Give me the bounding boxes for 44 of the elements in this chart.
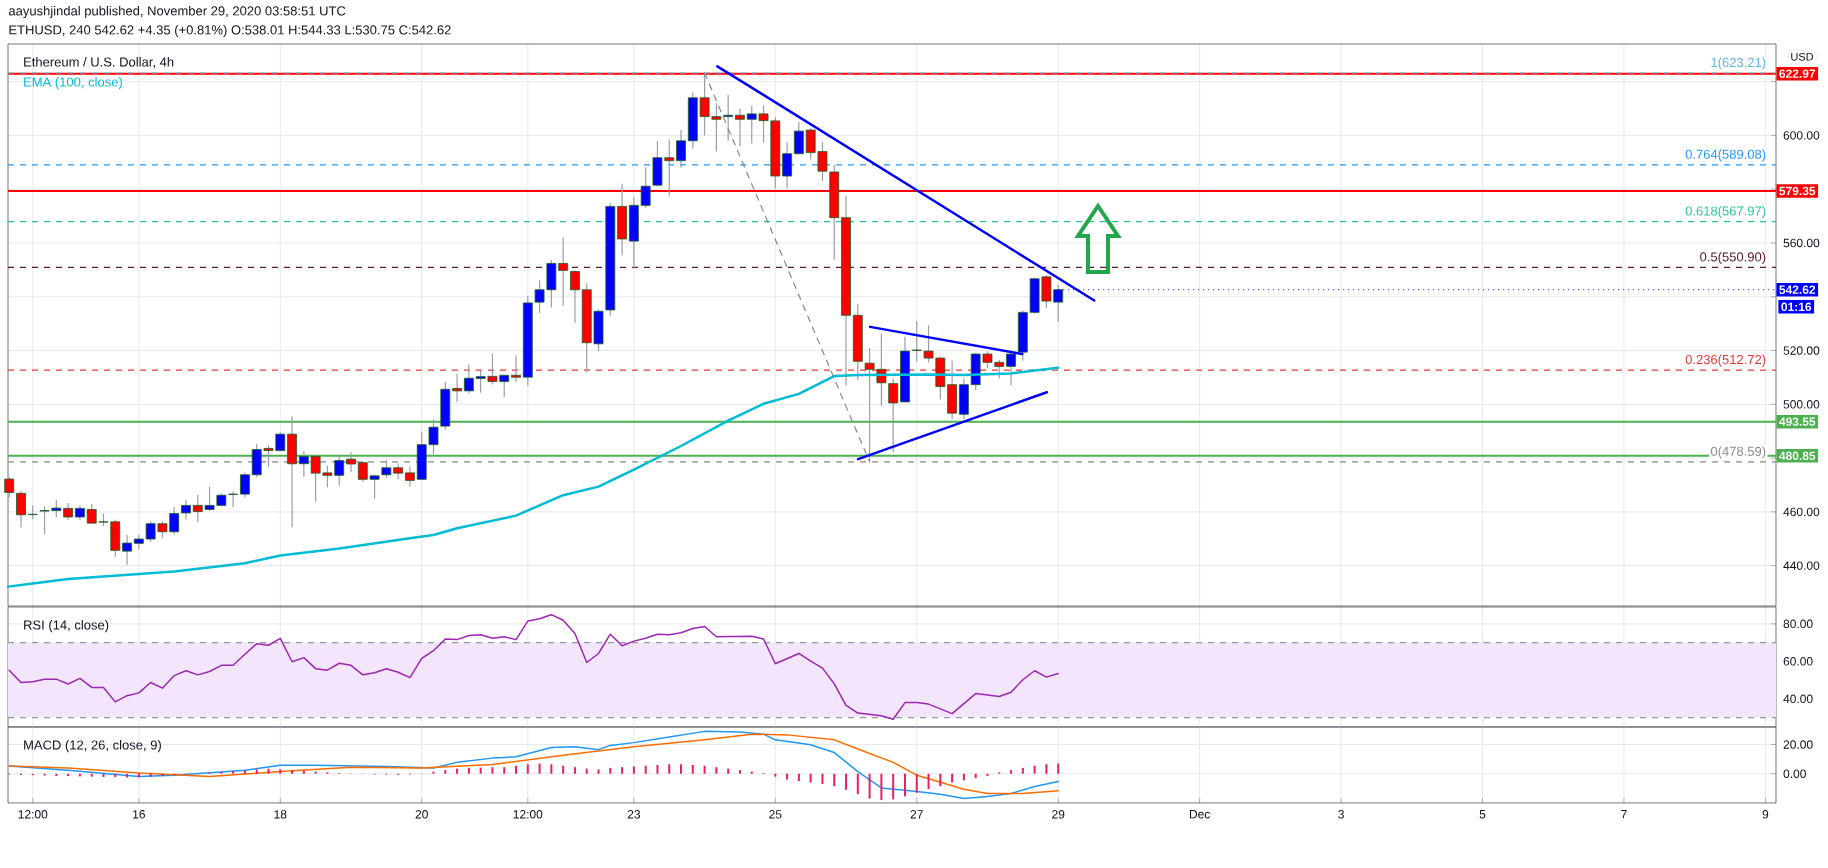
y-tick-label: 600.00 xyxy=(1783,131,1820,140)
text: USD xyxy=(1791,52,1814,61)
x-tick-label: 20 xyxy=(415,810,428,819)
text: 01:16 xyxy=(1781,302,1812,312)
x-tick-label: 25 xyxy=(769,810,782,819)
text: RSI (14, close) xyxy=(24,620,109,633)
text: MACD (12, 26, close, 9) xyxy=(24,740,161,753)
ref-line-label: 1(623.21) xyxy=(1711,57,1766,70)
ref-line-label: 0.618(567.97) xyxy=(1685,206,1766,219)
y-tick-label: 440.00 xyxy=(1783,561,1820,570)
text: ETHUSD, 240 542.62 +4.35 (+0.81%) O:538.01 H:544.33 L:530.75 C:542.62 xyxy=(9,24,451,38)
ref-line-label: 0(478.59) xyxy=(1710,446,1766,459)
y-tick-label: 0.00 xyxy=(1783,769,1806,779)
ref-line-label: 0.5(550.90) xyxy=(1700,251,1766,265)
annotation: 542.62 xyxy=(1779,285,1816,294)
x-tick-label: 23 xyxy=(627,810,641,819)
ref-line-label: 622.97 xyxy=(1779,69,1816,78)
x-tick-label: 3 xyxy=(1338,810,1344,819)
x-tick-label: 5 xyxy=(1479,810,1486,819)
y-tick-label: 20.00 xyxy=(1783,740,1813,749)
x-tick-label: 9 xyxy=(1762,810,1769,819)
y-tick-label: 500.00 xyxy=(1783,400,1820,409)
y-tick-label: 560.00 xyxy=(1783,238,1820,248)
ref-line-label: 493.55 xyxy=(1779,417,1816,426)
text: EMA (100, close) xyxy=(24,77,122,90)
x-tick-label: 18 xyxy=(274,810,287,819)
y-tick-label: 80.00 xyxy=(1783,619,1813,629)
x-tick-label: 7 xyxy=(1621,810,1627,819)
ref-line-label: 480.85 xyxy=(1779,451,1816,461)
ref-line-label: 0.236(512.72) xyxy=(1685,354,1766,367)
y-tick-label: 520.00 xyxy=(1783,346,1820,355)
x-tick-label: 12:00 xyxy=(18,810,48,819)
text: Ethereum / U.S. Dollar, 4h xyxy=(24,57,174,69)
x-tick-label: 16 xyxy=(133,810,145,819)
y-tick-label: 60.00 xyxy=(1783,657,1813,666)
x-tick-label: 29 xyxy=(1052,810,1065,819)
x-tick-label: Dec xyxy=(1189,810,1210,819)
x-tick-label: 12:00 xyxy=(513,810,543,819)
x-tick-label: 27 xyxy=(910,810,923,819)
y-tick-label: 40.00 xyxy=(1783,694,1813,704)
ref-line-label: 579.35 xyxy=(1779,186,1816,196)
text: aayushjindal published, November 29, 2020 03:58:51 UTC xyxy=(8,5,346,19)
ref-line-label: 0.764(589.08) xyxy=(1685,149,1766,162)
y-tick-label: 460.00 xyxy=(1783,507,1820,517)
